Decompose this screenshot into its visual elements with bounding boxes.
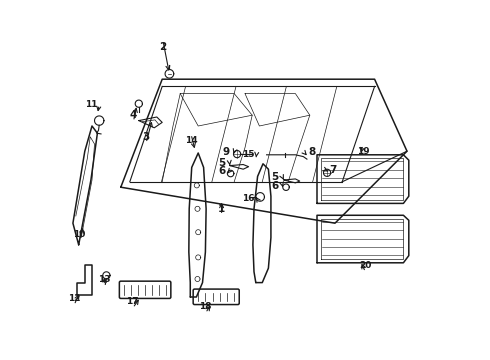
Text: 14: 14 (185, 136, 197, 145)
Text: 9: 9 (223, 147, 230, 157)
Text: 6: 6 (218, 166, 225, 176)
Text: 4: 4 (130, 110, 137, 120)
Text: 11: 11 (85, 100, 98, 109)
Text: 17: 17 (126, 297, 139, 306)
Text: 12: 12 (68, 294, 80, 303)
Text: 15: 15 (243, 150, 255, 159)
Text: 19: 19 (357, 147, 369, 156)
Text: 20: 20 (359, 261, 372, 270)
Text: 10: 10 (73, 230, 86, 239)
Text: 6: 6 (271, 181, 278, 191)
Text: 16: 16 (243, 194, 255, 202)
Text: 18: 18 (199, 302, 212, 311)
Text: 13: 13 (98, 275, 110, 284)
Text: 5: 5 (218, 158, 225, 168)
Text: 1: 1 (218, 204, 225, 214)
Text: 8: 8 (308, 147, 315, 157)
Text: 2: 2 (159, 42, 167, 52)
Text: 5: 5 (271, 172, 278, 182)
Text: 7: 7 (329, 165, 337, 175)
Text: 3: 3 (143, 132, 149, 142)
